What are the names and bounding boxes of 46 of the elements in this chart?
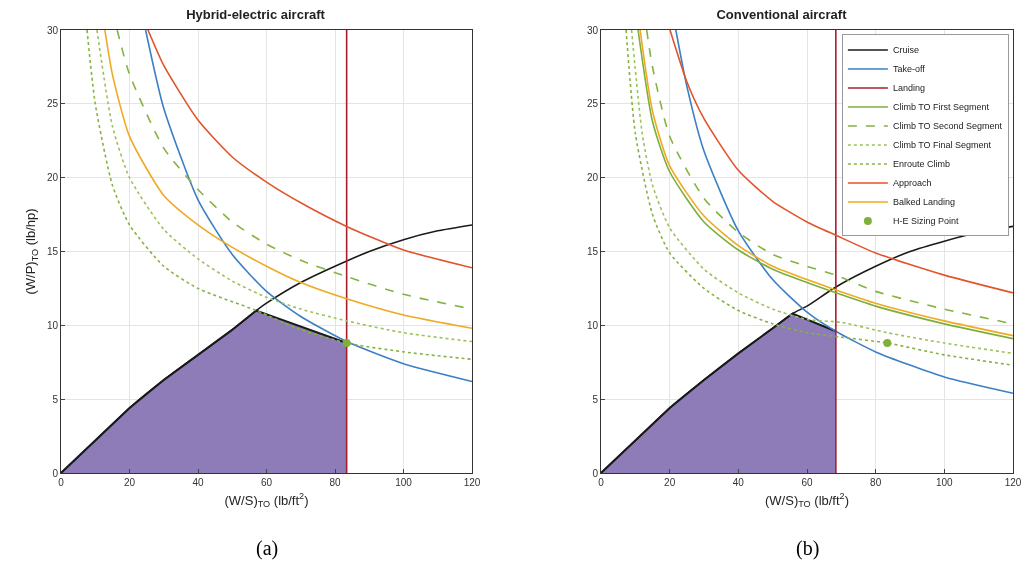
y-tick-label: 0 <box>52 467 59 479</box>
line-series <box>144 30 472 383</box>
legend-label: Climb TO Final Segment <box>892 140 992 151</box>
y-tick-label: 15 <box>586 246 599 257</box>
line-series <box>669 30 1013 294</box>
y-tick-label: 25 <box>46 98 59 110</box>
x-tick-label: 20 <box>123 477 136 488</box>
y-tick-label: 10 <box>586 319 599 331</box>
y-tick-label: 15 <box>46 246 59 257</box>
legend-label: Approach <box>892 178 932 189</box>
y-tick-label: 30 <box>586 24 599 36</box>
legend-label: Climb TO First Segment <box>892 102 990 113</box>
legend-label: H-E Sizing Point <box>892 216 959 227</box>
x-tick-label: 80 <box>870 477 882 488</box>
y-tick-label: 25 <box>586 98 599 110</box>
legend-label: Balked Landing <box>892 197 955 208</box>
y-tick-label: 0 <box>592 467 599 479</box>
legend-label: Enroute Climb <box>892 159 950 170</box>
x-tick-label: 40 <box>732 477 745 488</box>
chart-title: Hybrid-electric aircraft <box>186 6 326 22</box>
chart-title: Conventional aircraft <box>716 6 848 22</box>
y-tick-label: 5 <box>52 393 59 405</box>
y-tick-label: 5 <box>592 393 599 405</box>
x-axis-title: (W/S)$_{TO}$ (lb/ft$^{2}$) <box>765 491 849 510</box>
legend-label: Climb TO Second Segment <box>892 121 1003 132</box>
x-tick-label: 80 <box>329 477 341 488</box>
legend-label: Landing <box>892 83 925 94</box>
x-tick-label: 100 <box>395 477 413 488</box>
text: (a) <box>256 537 279 560</box>
x-tick-label: 120 <box>463 477 481 488</box>
x-tick-label: 40 <box>192 477 204 488</box>
x-axis-title: (W/S)$_{TO}$ (lb/ft$^{2}$) <box>224 491 309 510</box>
line-series <box>675 30 1013 395</box>
y-tick-label: 20 <box>46 172 59 184</box>
x-tick-label: 60 <box>260 477 273 488</box>
y-tick-label: 20 <box>586 172 599 184</box>
text: (b) <box>796 537 820 560</box>
legend-label: Cruise <box>892 45 919 56</box>
x-tick-label: 20 <box>664 477 676 488</box>
x-tick-label: 100 <box>935 477 954 488</box>
line-series <box>147 30 472 269</box>
legend-label: Take-off <box>892 64 926 75</box>
y-tick-label: 30 <box>46 24 59 36</box>
x-tick-label: 120 <box>1004 477 1022 488</box>
y-tick-label: 10 <box>46 319 59 331</box>
x-tick-label: 60 <box>801 477 813 488</box>
